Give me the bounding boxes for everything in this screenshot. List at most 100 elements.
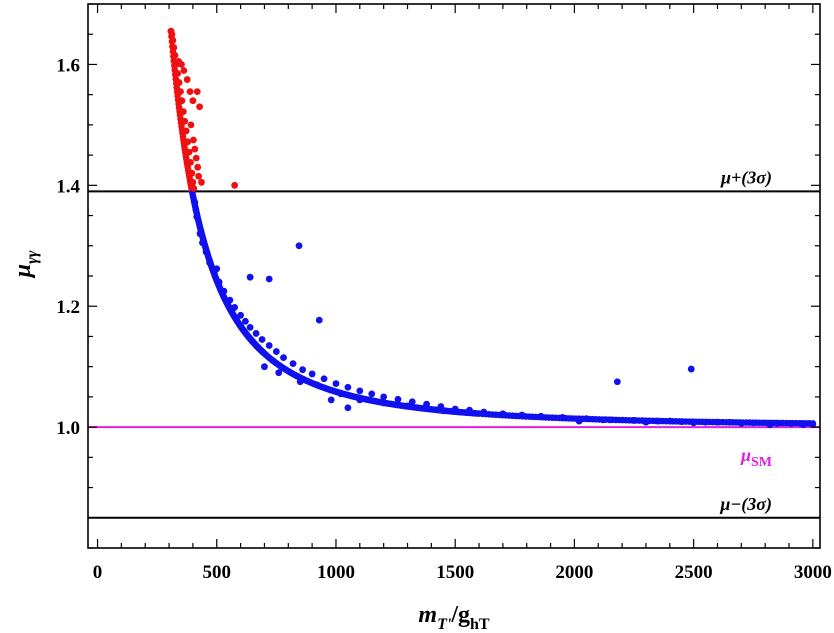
excluded-point [191,145,199,153]
excluded-point [177,88,184,96]
y-tick-label: 1.2 [56,297,80,318]
plot-frame [87,3,821,549]
excluded-point [178,61,185,68]
excluded-point [188,169,196,177]
excluded-point [187,158,194,166]
excluded-point [178,97,186,105]
excluded-point [184,138,192,146]
allowed-point [809,420,817,428]
allowed-point [466,406,473,414]
excluded-point [183,76,191,83]
allowed-point [196,230,204,238]
x-tick-label: 0 [93,562,103,583]
excluded-point [193,88,201,96]
allowed-point [315,316,323,324]
excluded-point [189,97,197,105]
mu-plus-3sigma-label: μ+(3σ) [720,167,772,188]
excluded-point [194,163,202,171]
allowed-point [220,287,228,295]
allowed-point [356,387,364,395]
allowed-point [226,296,234,304]
excluded-point [196,103,203,111]
allowed-point [582,415,590,423]
allowed-point [237,311,244,319]
allowed-point [193,213,201,221]
y-tick-label: 1.0 [56,418,80,439]
allowed-point [678,418,686,426]
allowed-point [537,412,545,420]
y-tick-label: 1.4 [56,176,80,197]
allowed-point [275,369,283,377]
allowed-point [394,395,402,403]
excluded-point [189,178,197,186]
x-tick-label: 1000 [317,562,355,583]
excluded-point [175,79,183,86]
excluded-point [187,121,195,129]
excluded-point [198,178,205,186]
allowed-point [261,363,268,371]
excluded-point [168,30,176,38]
allowed-point [191,198,199,206]
excluded-point [185,148,193,156]
allowed-point [192,206,200,213]
allowed-point [599,416,607,424]
allowed-point [213,265,221,273]
x-tick-label: 500 [203,562,232,583]
allowed-point [654,417,662,425]
allowed-point [368,390,376,398]
allowed-point [690,419,698,427]
allowed-point [702,418,709,426]
allowed-point [246,323,254,331]
allowed-point [258,336,266,343]
excluded-point [189,136,197,144]
allowed-point [344,383,352,391]
allowed-point [252,330,260,337]
allowed-point [408,398,416,406]
allowed-point [313,381,321,389]
allowed-point [380,393,388,401]
allowed-point [749,419,757,427]
allowed-point [404,402,411,410]
allowed-point [666,417,674,425]
excluded-point [179,108,187,115]
x-tick-label: 2500 [675,562,713,583]
reference-lines [88,190,820,519]
x-tick-label: 2000 [555,562,593,583]
allowed-point [737,420,745,427]
allowed-point [337,390,345,398]
axis-ticks [88,3,820,549]
allowed-point [518,411,526,419]
allowed-point [356,396,364,404]
allowed-point [231,304,239,311]
allowed-point [206,259,214,267]
allowed-point [787,420,795,427]
x-tick-label: 3000 [794,562,832,583]
allowed-point [202,248,210,256]
mu-sm-label: μSM [740,445,772,470]
allowed-point [295,242,303,250]
allowed-point [725,418,733,426]
y-axis-label: μγγ [10,250,41,279]
allowed-point [289,360,297,368]
allowed-point [613,378,621,386]
allowed-point [642,418,650,426]
x-axis-label: mT'/ghT [418,602,489,633]
allowed-point [480,408,488,416]
allowed-point [296,378,304,386]
allowed-point [630,417,638,424]
excluded-point [231,181,239,189]
allowed-point [714,418,721,426]
allowed-point [199,239,206,247]
excluded-point [182,127,190,135]
allowed-point [344,404,352,412]
allowed-point [451,405,459,413]
allowed-point [332,380,340,387]
axis-labels: 0 500 1000 1500 2000 2500 3000 1.0 1.2 1.4 1.6 [56,55,832,583]
allowed-point [799,421,807,429]
allowed-point [766,421,774,429]
excluded-point [195,172,203,180]
allowed-point [246,273,254,281]
allowed-point [499,410,507,418]
allowed-point [606,416,614,424]
